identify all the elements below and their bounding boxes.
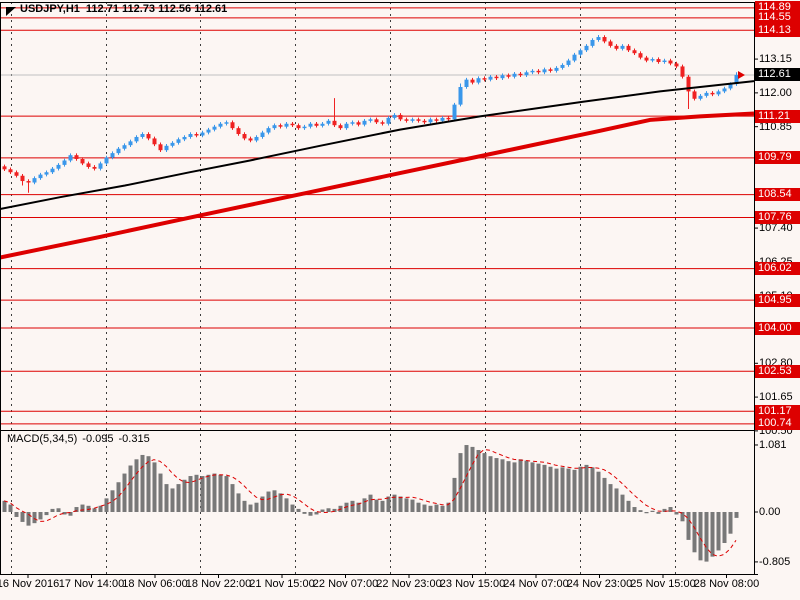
chart-header: USDJPY,H1 112.71 112.73 112.56 112.61 — [20, 3, 233, 15]
macd-scale-label: -0.805 — [759, 555, 791, 568]
price-tick-label: 110.85 — [759, 120, 792, 133]
time-axis-label: 17 Nov 14:00 — [58, 578, 125, 590]
time-axis-label: 22 Nov 07:00 — [312, 578, 379, 590]
price-tick-label: 113.15 — [759, 53, 792, 66]
sr-price-label: 109.79 — [755, 151, 800, 165]
ma-fast-black-line — [0, 80, 755, 210]
time-axis-label: 18 Nov 06:00 — [122, 578, 188, 590]
ma-slow-red-line — [0, 111, 755, 260]
time-axis-label: 24 Nov 07:00 — [503, 578, 569, 590]
candles-group — [2, 34, 739, 193]
macd-indicator-label: MACD(5,34,5) -0.095 -0.315 — [7, 433, 155, 445]
price-tick-label: 112.00 — [759, 86, 792, 99]
time-axis-label: 18 Nov 22:00 — [185, 578, 252, 590]
macd-signal-value: -0.315 — [118, 433, 150, 445]
macd-histogram-group — [2, 445, 739, 562]
sr-price-label: 100.74 — [755, 417, 800, 431]
symbol-label: USDJPY,H1 — [20, 3, 80, 15]
sr-price-label: 114.55 — [755, 11, 800, 25]
time-axis-label: 28 Nov 08:00 — [693, 578, 760, 590]
sr-price-label: 107.76 — [755, 210, 800, 224]
ohlc-readout: 112.71 112.73 112.56 112.61 — [85, 3, 228, 15]
time-axis-label: 16 Nov 2016 — [0, 578, 60, 590]
price-tick-label: 107.40 — [759, 222, 793, 235]
sr-price-label: 114.89 — [755, 1, 800, 15]
sr-price-label: 111.21 — [755, 109, 800, 123]
symbol-marker-icon — [6, 7, 16, 16]
sr-price-label: 104.95 — [755, 293, 800, 307]
current-price-label: 112.61 — [755, 68, 800, 82]
plot-background — [0, 2, 754, 574]
price-arrow-marker — [738, 70, 745, 79]
sr-price-label: 104.00 — [755, 321, 800, 335]
sr-price-label: 102.53 — [755, 364, 800, 378]
time-axis-label: 21 Nov 15:00 — [249, 578, 315, 590]
sr-price-label: 101.17 — [755, 404, 800, 418]
macd-value: -0.095 — [82, 433, 114, 445]
sr-price-label: 114.13 — [755, 23, 800, 37]
sr-price-label: 108.54 — [755, 188, 800, 202]
price-tick-label: 101.65 — [759, 391, 793, 404]
time-axis-label: 22 Nov 23:00 — [376, 578, 442, 590]
time-axis-label: 24 Nov 23:00 — [566, 578, 633, 590]
time-axis-label: 23 Nov 15:00 — [439, 578, 506, 590]
macd-name: MACD(5,34,5) — [7, 433, 78, 445]
macd-scale-label: 1.081 — [759, 438, 787, 451]
macd-scale-label: 0.00 — [759, 506, 781, 518]
time-axis-label: 25 Nov 15:00 — [630, 578, 696, 590]
sr-price-label: 106.02 — [755, 262, 800, 276]
